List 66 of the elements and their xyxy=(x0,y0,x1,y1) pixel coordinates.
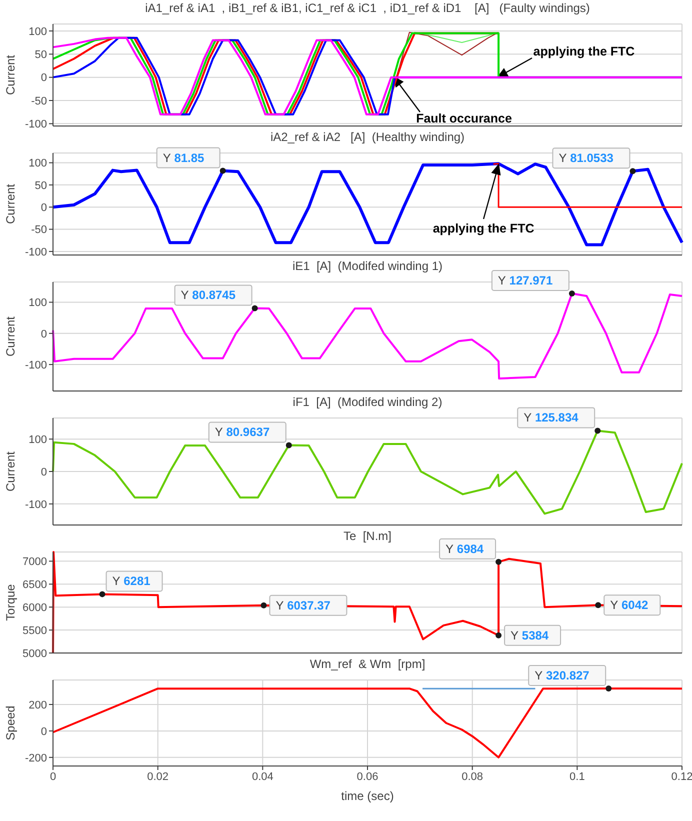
y-tick-label: 6500 xyxy=(22,579,47,592)
y-tick-label: 100 xyxy=(28,158,47,170)
y-tick-label: -100 xyxy=(24,118,47,131)
annotation: Fault occurance xyxy=(416,111,512,126)
x-tick-label: 0 xyxy=(50,770,56,783)
point xyxy=(260,602,267,608)
data-label: Y 125.834 xyxy=(524,410,579,425)
y-axis-title: Speed xyxy=(3,706,18,740)
point xyxy=(595,602,602,608)
y-tick-label: 7000 xyxy=(22,556,47,568)
y-tick-label: 100 xyxy=(28,297,47,310)
y-tick-label: 200 xyxy=(28,699,47,712)
x-tick-label: 0.1 xyxy=(570,770,585,783)
y-axis-title: Torque xyxy=(3,584,18,621)
y-tick-label: 0 xyxy=(40,328,47,340)
y-axis-title: Current xyxy=(3,54,18,96)
x-tick-label: 0.06 xyxy=(356,770,378,783)
chart-title: iF1 [A] (Modifed winding 2) xyxy=(292,394,444,410)
y-tick-label: 50 xyxy=(34,180,47,192)
y-tick-label: 100 xyxy=(28,26,47,38)
y-tick-label: -100 xyxy=(24,359,47,372)
chart-title: Wm_ref & Wm [rpm] xyxy=(310,657,426,671)
y-tick-label: 0 xyxy=(40,726,47,738)
x-tick-label: 0.08 xyxy=(462,770,484,783)
chart-title: iA1_ref & iA1 , iB1_ref & iB1, iC1_ref & iC1 , iD1_ref & iD1 [A] (Faulty windings) xyxy=(144,0,591,16)
chart-title: iA2_ref & iA2 [A] (Healthy winding) xyxy=(269,129,466,145)
line-series xyxy=(52,162,684,246)
data-label: Y 6042 xyxy=(610,598,649,612)
annotation: applying the FTC xyxy=(533,44,635,58)
y-tick-label: 0 xyxy=(40,466,47,478)
y-axis-title: Current xyxy=(3,450,18,492)
y-axis-title: Current xyxy=(3,183,18,224)
y-tick-label: -200 xyxy=(24,752,47,764)
point xyxy=(496,558,502,565)
data-label: Y 6984 xyxy=(446,542,484,556)
data-label: Y 81.85 xyxy=(162,150,205,165)
y-tick-label: 0 xyxy=(40,202,47,214)
point xyxy=(496,632,502,638)
data-label: Y 80.9637 xyxy=(214,425,270,440)
data-label: Y 127.971 xyxy=(498,274,553,288)
data-label: Y 5384 xyxy=(510,628,549,642)
y-axis-title: Current xyxy=(3,316,18,357)
data-label: Y 320.827 xyxy=(534,668,590,682)
y-tick-label: 5500 xyxy=(22,624,47,637)
y-tick-label: 5000 xyxy=(22,648,47,660)
chart-title: Te [N.m] xyxy=(343,529,392,543)
y-tick-label: -100 xyxy=(24,498,47,511)
data-label: Y 80.8745 xyxy=(180,288,236,302)
y-tick-label: -50 xyxy=(31,95,47,108)
chart-title: iE1 [A] (Modifed winding 1) xyxy=(291,258,444,274)
y-tick-label: 0 xyxy=(40,72,47,84)
y-tick-label: -100 xyxy=(24,246,47,258)
data-label: Y 6281 xyxy=(112,574,151,588)
y-tick-label: -50 xyxy=(31,224,47,236)
y-tick-label: 100 xyxy=(28,434,47,446)
x-tick-label: 0.04 xyxy=(252,770,274,783)
data-label: Y 81.0533 xyxy=(558,151,614,166)
y-tick-label: 6000 xyxy=(22,602,47,614)
y-tick-label: 50 xyxy=(34,49,47,62)
point xyxy=(99,591,106,598)
x-tick-label: 0.12 xyxy=(671,770,692,783)
data-label: Y 6037.37 xyxy=(276,598,331,612)
x-axis-title: time (sec) xyxy=(341,789,394,803)
x-tick-label: 0.02 xyxy=(147,770,169,783)
line-series xyxy=(52,687,683,758)
annotation: applying the FTC xyxy=(432,221,534,236)
